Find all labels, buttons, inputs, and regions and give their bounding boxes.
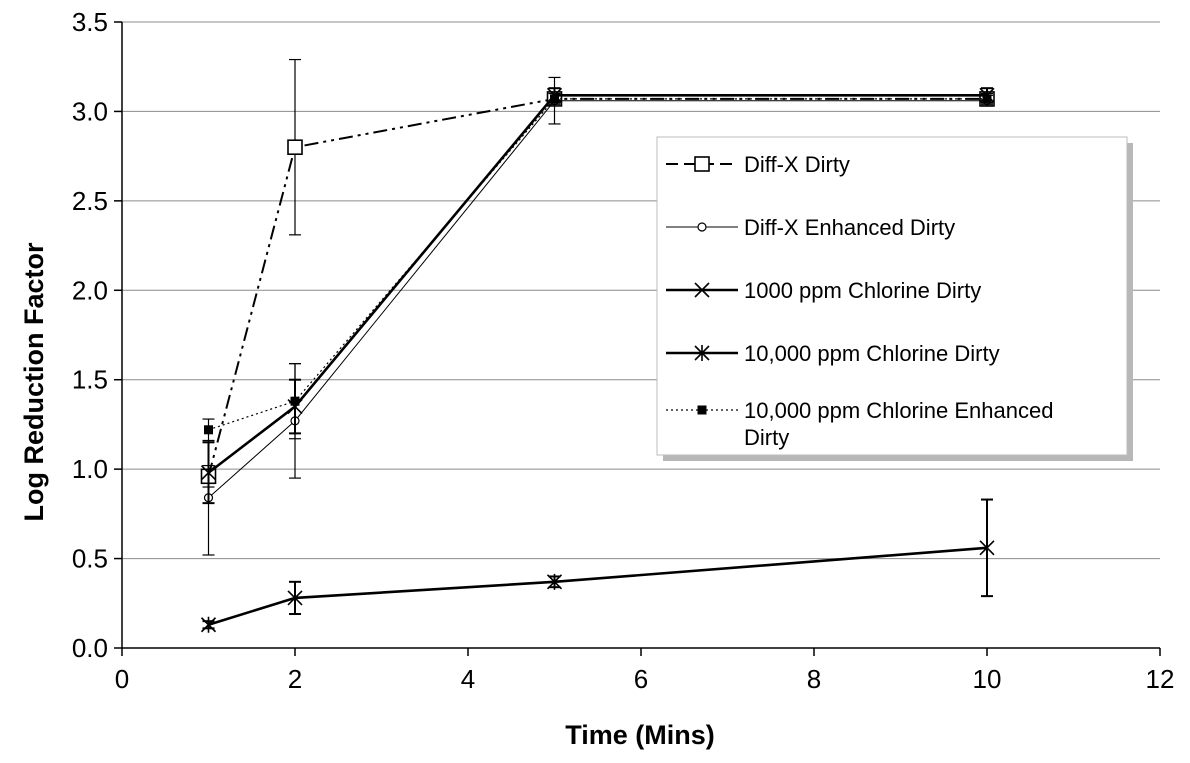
y-axis-title: Log Reduction Factor <box>19 242 49 521</box>
legend-label: 1000 ppm Chlorine Dirty <box>744 278 981 303</box>
legend-label-line: Dirty <box>744 425 789 450</box>
x-tick-label: 12 <box>1146 664 1175 694</box>
x-tick-label: 2 <box>288 664 302 694</box>
x-tick-label: 8 <box>807 664 821 694</box>
legend-marker <box>694 282 710 298</box>
legend-box <box>656 136 1128 456</box>
x-tick-label: 0 <box>115 664 129 694</box>
data-point <box>200 616 217 633</box>
legend-marker <box>697 405 707 415</box>
legend-label-line: 10,000 ppm Chlorine Enhanced <box>744 398 1053 423</box>
y-tick-label: 2.0 <box>72 275 108 305</box>
data-point <box>982 94 992 104</box>
series-4 <box>200 498 995 633</box>
data-point <box>546 573 563 590</box>
legend-marker <box>694 156 710 172</box>
series-line <box>207 94 987 474</box>
y-tick-label: 3.0 <box>72 96 108 126</box>
legend-label: Diff-X Dirty <box>744 152 850 177</box>
x-axis-title: Time (Mins) <box>565 720 715 750</box>
series-group <box>200 58 995 633</box>
data-point <box>287 589 303 606</box>
y-tick-label: 1.5 <box>72 365 108 395</box>
axes: 0.0 0.5 1.0 1.5 2.0 2.5 3.0 3.5 0 2 4 6 8 10 12 <box>72 7 1175 694</box>
data-point <box>290 396 300 406</box>
y-tick-label: 0.0 <box>72 633 108 663</box>
legend-marker <box>694 345 710 361</box>
legend-label: 10,000 ppm Chlorine Enhanced Dirty <box>744 398 1053 450</box>
data-point <box>287 139 303 155</box>
series-5 <box>202 92 993 442</box>
series-line <box>208 546 988 626</box>
data-point <box>550 94 559 104</box>
x-tick-label: 10 <box>973 664 1002 694</box>
y-tick-label: 2.5 <box>72 186 108 216</box>
legend-label: 10,000 ppm Chlorine Dirty <box>744 341 1000 366</box>
series-line <box>208 98 987 431</box>
data-point <box>979 539 995 556</box>
data-point <box>200 465 217 481</box>
x-tick-label: 4 <box>461 664 475 694</box>
data-point <box>204 425 213 435</box>
x-tick-label: 6 <box>634 664 648 694</box>
y-tick-label: 3.5 <box>72 7 108 37</box>
legend-marker <box>697 222 707 232</box>
legend-label: Diff-X Enhanced Dirty <box>744 215 955 240</box>
y-tick-label: 1.0 <box>72 454 108 484</box>
legend: Diff-X Dirty Diff-X Enhanced Dirty 1000 pp… <box>656 136 1133 461</box>
series-line <box>208 100 987 499</box>
y-tick-label: 0.5 <box>72 544 108 574</box>
